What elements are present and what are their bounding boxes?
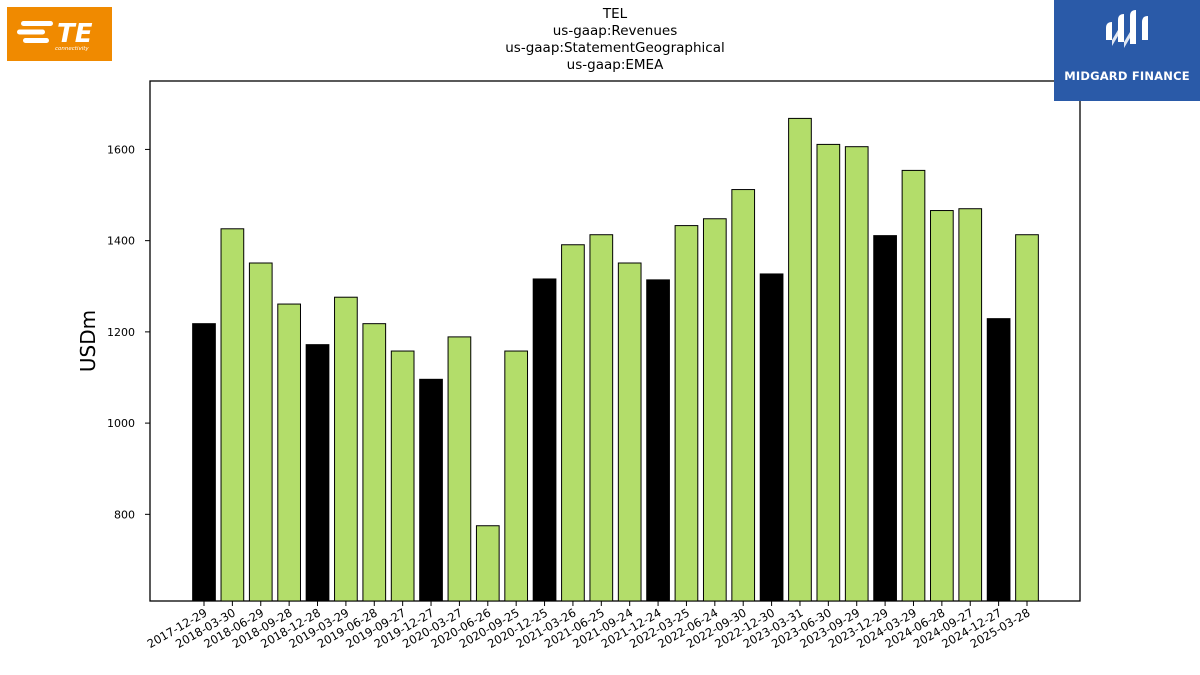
bar (1015, 234, 1039, 602)
bar (475, 525, 500, 602)
bar (646, 279, 670, 602)
bar (447, 336, 472, 602)
y-tick-label: 1000 (107, 417, 135, 430)
bar (334, 296, 358, 602)
bar (930, 210, 954, 602)
bar (617, 262, 642, 602)
bar (731, 189, 756, 602)
bar (873, 235, 897, 602)
bar (986, 318, 1011, 602)
bar (305, 344, 330, 602)
midgard-logo-mark (1106, 10, 1148, 48)
midgard-finance-logo: MIDGARD FINANCE (1054, 0, 1200, 101)
chart-title: TEL us-gaap:Revenues us-gaap:StatementGe… (415, 6, 815, 74)
te-connectivity-logo: TE connectivity (7, 7, 112, 61)
bar (674, 225, 699, 602)
bar (788, 117, 812, 602)
bar (702, 218, 727, 602)
title-line-4: us-gaap:EMEA (566, 57, 664, 73)
bar (248, 262, 273, 602)
y-tick-label: 1600 (107, 143, 135, 156)
bar (561, 244, 585, 602)
bar (958, 208, 983, 602)
bar (816, 143, 841, 602)
bar (532, 278, 557, 602)
y-tick-label: 800 (114, 508, 135, 521)
bar (192, 323, 216, 602)
bar (759, 273, 784, 602)
title-line-3: us-gaap:StatementGeographical (505, 40, 725, 56)
bar (844, 146, 869, 602)
bar (277, 303, 301, 602)
midgard-logo-text: MIDGARD FINANCE (1064, 69, 1190, 83)
axes-layer: USDm (76, 80, 1081, 602)
te-logo-mark: TE connectivity (17, 19, 93, 52)
bar (390, 350, 415, 602)
bar (589, 234, 614, 602)
te-logo-subtext: connectivity (55, 46, 89, 52)
y-tick-label: 1200 (107, 326, 135, 339)
y-tick-label: 1400 (107, 235, 135, 248)
title-line-1: TEL (602, 6, 628, 22)
bar (504, 350, 529, 602)
bar (901, 169, 926, 602)
bar (362, 323, 387, 602)
bar (419, 378, 443, 602)
bar (220, 228, 245, 602)
plot-frame (149, 80, 1081, 602)
y-axis-label: USDm (76, 310, 100, 372)
title-line-2: us-gaap:Revenues (552, 23, 678, 39)
te-logo-text: TE (57, 19, 93, 49)
bars-layer (192, 117, 1039, 602)
